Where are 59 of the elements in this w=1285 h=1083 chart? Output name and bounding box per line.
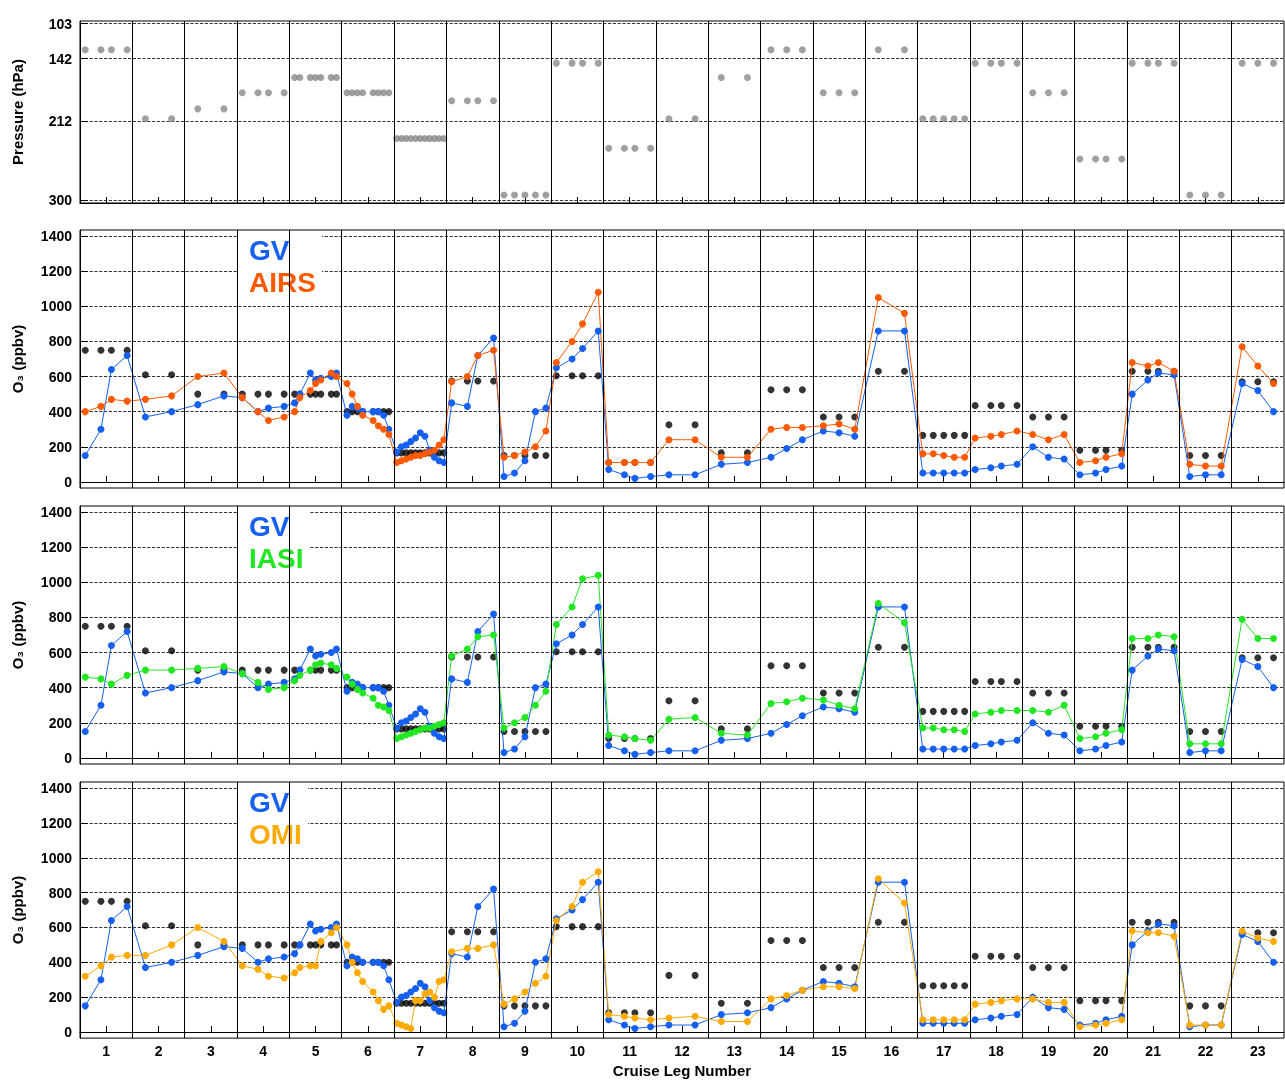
y-tick-label: 800 <box>48 884 73 901</box>
x-tick-label: 1 <box>102 1043 111 1060</box>
y-axis-title: Pressure (hPa) <box>9 59 26 165</box>
x-tick-label: 10 <box>569 1043 586 1060</box>
text: GV <box>249 510 290 542</box>
y-tick-label: 0 <box>64 473 73 490</box>
x-tick-label: 18 <box>988 1043 1005 1060</box>
x-tick-label: 3 <box>206 1043 215 1060</box>
x-tick-label: 14 <box>778 1043 795 1060</box>
y-tick-label: 1200 <box>40 263 73 280</box>
x-tick-label: 20 <box>1092 1043 1109 1060</box>
y-tick-label: 400 <box>48 954 73 971</box>
x-tick-label: 19 <box>1040 1043 1057 1060</box>
y-tick-label: 0 <box>64 749 73 766</box>
x-tick-label: 23 <box>1250 1043 1266 1060</box>
y-tick-label: 103 <box>48 15 73 32</box>
x-tick-label: 21 <box>1145 1043 1162 1060</box>
y-tick-label: 600 <box>48 644 73 661</box>
x-tick-label: 15 <box>831 1043 848 1060</box>
y-tick-label: 212 <box>48 113 73 130</box>
y-tick-label: 1000 <box>40 574 73 591</box>
y-tick-label: 200 <box>48 714 73 731</box>
y-axis-title: O₃ (ppbv) <box>9 600 26 670</box>
text: GV <box>249 234 290 266</box>
x-tick-label: 4 <box>259 1043 268 1060</box>
x-tick-label: 7 <box>416 1043 425 1060</box>
y-tick-label: 1400 <box>40 504 73 521</box>
y-tick-label: 600 <box>48 368 73 385</box>
x-tick-label: 5 <box>311 1043 320 1060</box>
y-tick-label: 1000 <box>40 298 73 315</box>
y-tick-label: 200 <box>48 989 73 1006</box>
x-tick-label: 6 <box>364 1043 373 1060</box>
y-tick-label: 300 <box>48 192 73 209</box>
y-tick-label: 1400 <box>40 228 73 245</box>
y-tick-label: 0 <box>64 1024 73 1040</box>
x-tick-label: 8 <box>468 1043 477 1060</box>
y-tick-label: 1400 <box>40 780 73 797</box>
x-tick-label: 16 <box>883 1043 900 1060</box>
y-tick-label: 142 <box>48 50 73 67</box>
x-tick-label: 22 <box>1197 1043 1214 1060</box>
x-tick-label: 12 <box>674 1043 690 1060</box>
y-axis-title: O₃ (ppbv) <box>9 875 26 945</box>
x-tick-label: 2 <box>154 1043 163 1060</box>
x-tick-label: 17 <box>935 1043 952 1060</box>
x-tick-label: 13 <box>726 1043 743 1060</box>
x-tick-label: 9 <box>521 1043 530 1060</box>
y-tick-label: 1200 <box>40 539 73 556</box>
y-tick-label: 800 <box>48 609 73 626</box>
y-axis-title: O₃ (ppbv) <box>9 324 26 394</box>
y-tick-label: 600 <box>48 919 73 936</box>
y-tick-label: 400 <box>48 403 73 420</box>
y-tick-label: 400 <box>48 679 73 696</box>
y-tick-label: 1000 <box>40 849 73 866</box>
x-tick-label: 11 <box>622 1043 638 1060</box>
y-tick-label: 1200 <box>40 814 73 831</box>
text: GV <box>249 786 290 818</box>
y-tick-label: 200 <box>48 438 73 455</box>
x-axis-title: Cruise Leg Number <box>612 1062 752 1079</box>
y-tick-label: 800 <box>48 333 73 350</box>
